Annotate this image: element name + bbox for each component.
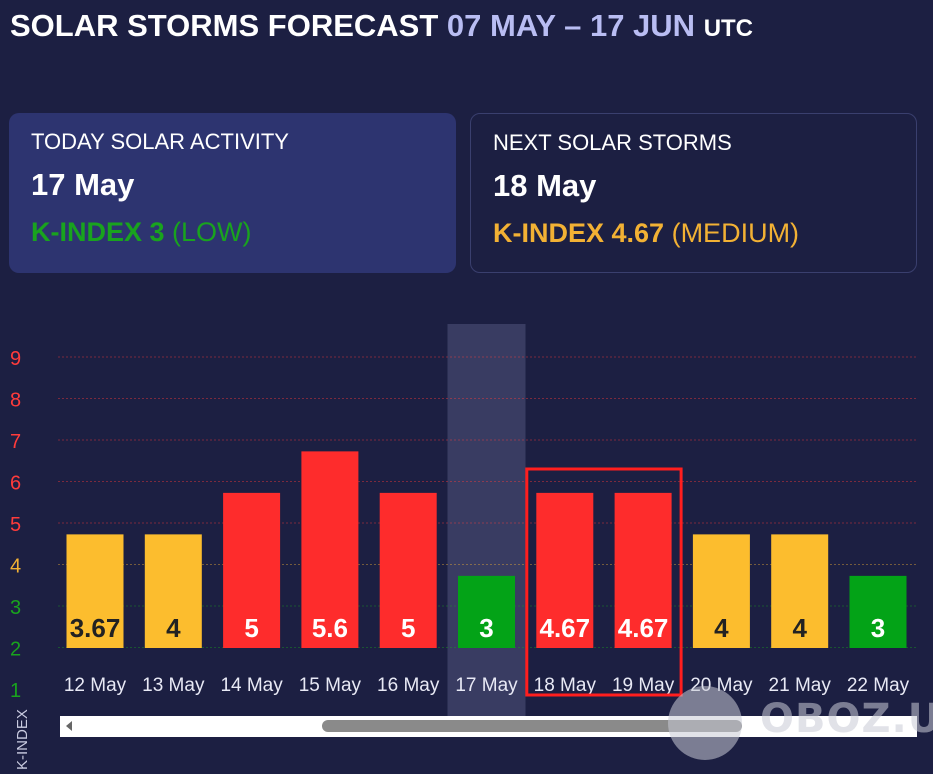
bar-16-may	[379, 492, 437, 648]
bar-17-may	[458, 575, 515, 648]
today-activity-card: TODAY SOLAR ACTIVITY 17 May K-INDEX 3 (L…	[9, 113, 456, 273]
bar-value-label: 4	[792, 613, 807, 643]
bar-value-label: 5	[401, 613, 415, 643]
bar-15-may	[301, 451, 359, 648]
bar-value-label: 4	[166, 613, 181, 643]
scroll-left-arrow-icon[interactable]	[66, 721, 72, 731]
x-tick-label: 21 May	[769, 675, 832, 696]
y-tick-label: 4	[10, 556, 21, 578]
scrollbar-thumb[interactable]	[322, 720, 742, 732]
page-title: SOLAR STORMS FORECAST 07 MAY – 17 JUN UT…	[10, 8, 753, 44]
x-tick-label: 13 May	[142, 675, 205, 696]
bar-22-may	[849, 575, 907, 648]
bar-12-may	[66, 534, 124, 648]
y-tick-label: 3	[10, 597, 21, 619]
k-index-bar-chart: 1 2 3 4 5 6 7 8 9 3.67 12 May 4 13 May 5 14 May 5.6 15 M…	[10, 324, 918, 716]
bar-21-may	[771, 534, 829, 648]
bar-20-may	[692, 534, 750, 648]
x-tick-label: 22 May	[847, 675, 910, 696]
bar-value-label: 4.67	[539, 613, 590, 643]
y-tick-label: 6	[10, 473, 21, 495]
y-tick-label: 7	[10, 431, 21, 453]
title-timezone: UTC	[703, 15, 754, 42]
title-date-range: 07 MAY – 17 JUN	[446, 8, 696, 43]
x-tick-label: 15 May	[299, 675, 362, 696]
x-tick-label: 16 May	[377, 675, 440, 696]
next-card-heading: NEXT SOLAR STORMS	[493, 130, 732, 155]
next-card-date: 18 May	[493, 168, 597, 203]
x-tick-label: 14 May	[220, 675, 283, 696]
y-tick-label: 1	[10, 680, 21, 702]
watermark-text: OBOZ.UA	[760, 696, 933, 742]
today-highlight-column	[447, 324, 526, 716]
oboz-watermark: OBOZ.UA	[668, 686, 933, 760]
next-storms-card: NEXT SOLAR STORMS 18 May K-INDEX 4.67 (M…	[470, 113, 917, 273]
x-tick-label: 18 May	[534, 675, 597, 696]
y-tick-label: 2	[10, 639, 21, 661]
today-kindex-line: K-INDEX 3 (LOW)	[31, 217, 434, 248]
today-kindex-level: (LOW)	[172, 217, 252, 247]
next-kindex-value: K-INDEX 4.67	[493, 218, 665, 248]
next-kindex-line: K-INDEX 4.67 (MEDIUM)	[493, 218, 894, 249]
bar-value-label: 3.67	[70, 613, 121, 643]
today-card-date: 17 May	[31, 167, 135, 202]
bar-value-label: 3	[479, 613, 493, 643]
today-kindex-value: K-INDEX 3	[31, 217, 165, 247]
bar-14-may	[223, 492, 281, 648]
next-kindex-level: (MEDIUM)	[671, 218, 800, 248]
x-tick-label: 12 May	[64, 675, 127, 696]
today-card-heading: TODAY SOLAR ACTIVITY	[31, 129, 289, 154]
bar-value-label: 4.67	[618, 613, 669, 643]
y-axis-label: K-INDEX	[14, 709, 31, 770]
bar-18-may	[536, 492, 594, 648]
y-tick-label: 8	[10, 390, 21, 412]
bar-value-label: 4	[714, 613, 729, 643]
title-main: SOLAR STORMS FORECAST	[10, 8, 439, 43]
storm-highlight-box	[525, 467, 683, 697]
x-tick-label: 19 May	[612, 675, 675, 696]
bar-value-label: 5.6	[312, 613, 348, 643]
y-tick-label: 9	[10, 348, 21, 370]
bar-19-may	[614, 492, 672, 648]
y-tick-label: 5	[10, 514, 21, 536]
bar-13-may	[144, 534, 202, 648]
globe-logo-icon	[668, 686, 742, 760]
bar-value-label: 3	[871, 613, 885, 643]
bar-value-label: 5	[244, 613, 258, 643]
x-tick-label: 17 May	[455, 675, 518, 696]
